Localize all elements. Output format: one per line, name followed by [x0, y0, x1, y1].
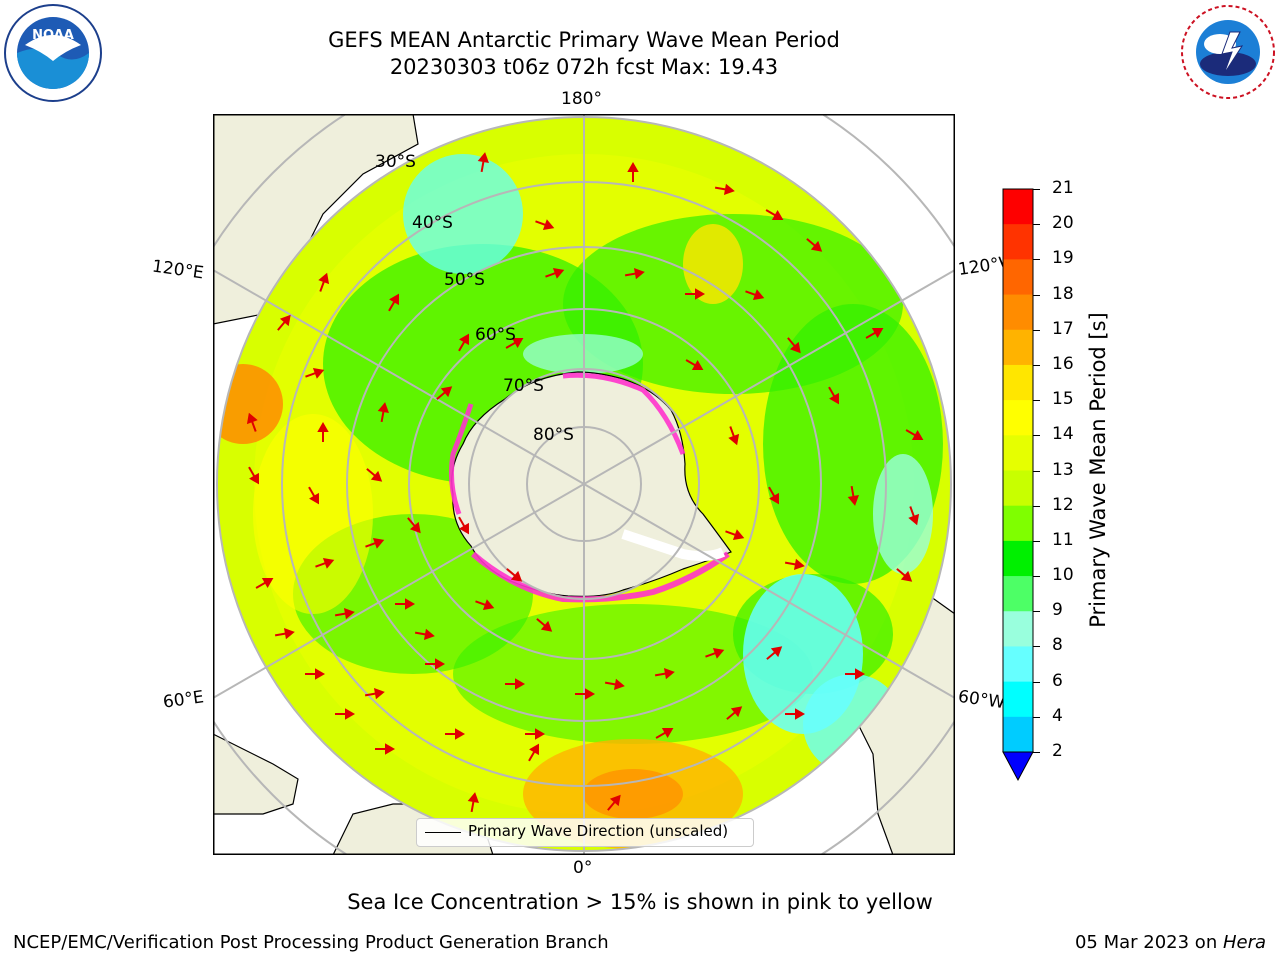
colorbar-tick-mark [1033, 470, 1040, 472]
colorbar-block [1003, 224, 1033, 260]
colorbar-title: Primary Wave Mean Period [s] [1086, 312, 1110, 628]
lat-label-80s: 80°S [533, 425, 574, 445]
colorbar-block [1003, 646, 1033, 683]
legend-label: Primary Wave Direction (unscaled) [468, 822, 729, 840]
date-text: 05 Mar 2023 on [1074, 932, 1223, 953]
lat-label-40s: 40°S [412, 213, 453, 233]
colorbar-block [1003, 470, 1033, 507]
lat-label-30s: 30°S [375, 152, 416, 172]
colorbar-extend-arrow [1002, 751, 1034, 782]
colorbar-block [1003, 611, 1033, 647]
colorbar-block [1003, 435, 1033, 471]
colorbar-tick-label: 13 [1052, 459, 1074, 480]
colorbar-tick-label: 21 [1052, 178, 1074, 198]
machine-name: Hera [1222, 932, 1266, 953]
polar-map [143, 43, 1025, 925]
lat-label-50s: 50°S [444, 270, 485, 290]
date-stamp: 05 Mar 2023 on Hera [1075, 932, 1266, 953]
colorbar-tick-mark [1033, 224, 1040, 226]
colorbar-block [1003, 540, 1033, 577]
colorbar-tick-mark [1033, 611, 1040, 613]
colorbar-tick-mark [1033, 364, 1040, 366]
colorbar-tick-label: 12 [1052, 494, 1074, 515]
chart-title: GEFS MEAN Antarctic Primary Wave Mean Pe… [328, 28, 840, 52]
colorbar-tick-label: 11 [1052, 529, 1074, 550]
lat-label-70s: 70°S [503, 376, 544, 396]
nws-logo [1180, 4, 1276, 100]
colorbar-block [1003, 364, 1033, 401]
colorbar-tick-mark [1033, 540, 1040, 542]
colorbar-tick-mark [1033, 646, 1040, 648]
colorbar [1002, 188, 1034, 782]
lon-label-60w: 60°W [956, 686, 1007, 714]
lat-label-60s: 60°S [475, 325, 516, 345]
colorbar-tick-label: 4 [1052, 705, 1063, 726]
colorbar-tick-mark [1033, 681, 1040, 683]
colorbar-tick-label: 15 [1052, 389, 1074, 410]
colorbar-block [1003, 329, 1033, 366]
colorbar-tick-label: 16 [1052, 353, 1074, 374]
legend-line-sample [425, 832, 461, 833]
wave-direction-arrows [246, 152, 924, 813]
map-legend: Primary Wave Direction (unscaled) [416, 818, 754, 847]
lon-label-60e: 60°E [161, 687, 206, 713]
colorbar-tick-mark [1033, 294, 1040, 296]
lon-label-180: 180° [561, 89, 602, 109]
colorbar-tick-label: 9 [1052, 600, 1063, 621]
chart-subtitle: 20230303 t06z 072h fcst Max: 19.43 [389, 55, 779, 79]
colorbar-block [1003, 505, 1033, 542]
colorbar-tick-label: 10 [1052, 565, 1074, 586]
map-panel [143, 43, 1025, 925]
colorbar-block [1003, 400, 1033, 436]
colorbar-tick-mark [1033, 400, 1040, 402]
colorbar-tick-mark [1033, 189, 1040, 190]
lon-label-120e: 120°E [150, 256, 205, 284]
svg-text:NOAA: NOAA [32, 28, 74, 43]
colorbar-tick-mark [1033, 505, 1040, 507]
colorbar-block [1003, 259, 1033, 296]
colorbar-tick-label: 19 [1052, 248, 1074, 269]
sea-ice-note: Sea Ice Concentration > 15% is shown in … [347, 890, 933, 914]
colorbar-tick-mark [1033, 716, 1040, 718]
colorbar-block [1003, 716, 1033, 753]
colorbar-block [1003, 189, 1033, 225]
colorbar-tick-mark [1033, 329, 1040, 331]
lon-label-0: 0° [573, 858, 593, 878]
colorbar-block [1003, 294, 1033, 331]
colorbar-tick-label: 20 [1052, 213, 1074, 234]
colorbar-block [1003, 681, 1033, 718]
colorbar-tick-label: 8 [1052, 635, 1063, 656]
colorbar-tick-mark [1033, 752, 1040, 753]
colorbar-block [1003, 576, 1033, 612]
colorbar-tick-label: 18 [1052, 283, 1074, 304]
colorbar-tick-label: 2 [1052, 741, 1063, 761]
colorbar-tick-label: 6 [1052, 670, 1063, 691]
colorbar-tick-mark [1033, 259, 1040, 261]
noaa-logo: NOAA [4, 4, 102, 102]
colorbar-tick-mark [1033, 435, 1040, 437]
credit-text: NCEP/EMC/Verification Post Processing Pr… [13, 932, 609, 953]
colorbar-tick-label: 14 [1052, 424, 1074, 445]
colorbar-tick-mark [1033, 576, 1040, 578]
colorbar-tick-label: 17 [1052, 318, 1074, 339]
